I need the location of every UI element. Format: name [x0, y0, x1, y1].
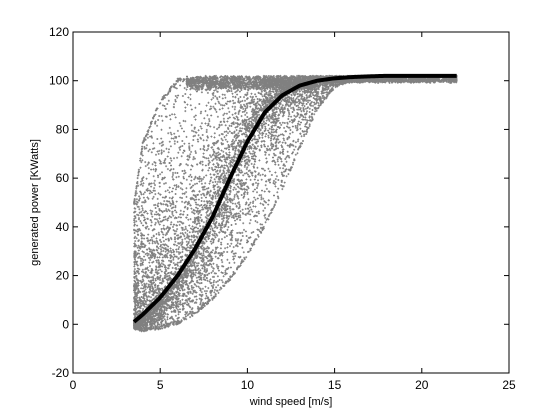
x-axis: 0 5 10 15 20 25 — [70, 32, 516, 392]
y-tick-label: 80 — [56, 122, 70, 136]
plot-frame — [72, 31, 510, 374]
y-axis-label: generated power [KWatts] — [29, 139, 41, 266]
scatter-points-layer — [133, 74, 458, 333]
y-tick-label: -20 — [52, 366, 70, 380]
x-tick-label: 25 — [502, 378, 516, 392]
fitted-curve-line — [132, 73, 458, 324]
y-tick-label: 0 — [62, 317, 69, 331]
x-tick-label: 15 — [328, 378, 342, 392]
y-tick-label: 120 — [49, 25, 69, 39]
y-axis: -20 0 20 40 60 80 100 120 — [49, 25, 509, 380]
scatter-points — [133, 74, 458, 333]
x-tick-label: 0 — [70, 378, 77, 392]
y-tick-label: 60 — [56, 171, 70, 185]
y-tick-label: 100 — [49, 74, 69, 88]
x-tick-label: 5 — [157, 378, 164, 392]
fitted-curve-layer — [132, 73, 458, 324]
x-tick-label: 10 — [241, 378, 255, 392]
x-tick-label: 20 — [415, 378, 429, 392]
x-axis-label: wind speed [m/s] — [249, 396, 333, 408]
y-tick-label: 20 — [56, 269, 70, 283]
y-tick-label: 40 — [56, 220, 70, 234]
